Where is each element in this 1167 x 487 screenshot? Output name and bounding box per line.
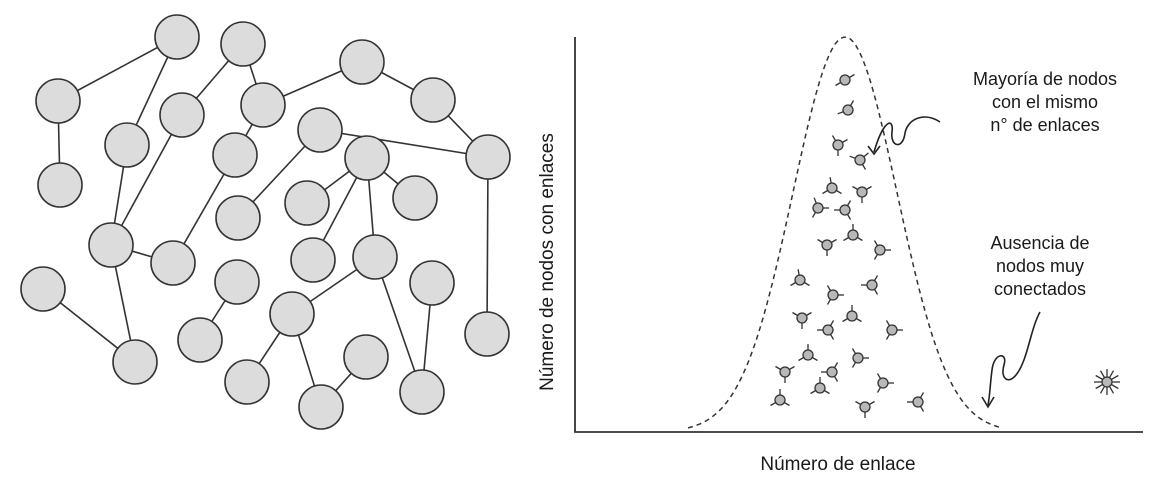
small-node bbox=[790, 269, 810, 287]
network-node bbox=[212, 132, 258, 178]
small-node bbox=[798, 344, 818, 362]
small-node bbox=[861, 275, 879, 295]
small-node bbox=[834, 200, 852, 220]
network-node bbox=[269, 291, 315, 337]
network-node bbox=[392, 175, 438, 221]
network-node bbox=[343, 334, 389, 380]
network-node bbox=[465, 134, 511, 180]
small-node bbox=[842, 305, 862, 323]
small-node bbox=[792, 311, 812, 329]
small-node bbox=[817, 320, 835, 340]
arrow-squiggle-bottom bbox=[987, 311, 1041, 406]
small-node bbox=[876, 373, 894, 393]
network-node bbox=[409, 260, 455, 306]
network-node bbox=[37, 162, 83, 208]
plot-axes bbox=[574, 37, 1143, 433]
network-edge bbox=[486, 156, 489, 335]
annotation-bottom-line-2: nodos muy bbox=[996, 256, 1084, 276]
small-node bbox=[907, 392, 925, 412]
network-node bbox=[297, 107, 343, 153]
network-node bbox=[399, 369, 445, 415]
network-node bbox=[220, 21, 266, 67]
network-node bbox=[298, 384, 344, 430]
small-node bbox=[770, 389, 790, 407]
network-node bbox=[214, 259, 260, 305]
network-node bbox=[339, 39, 385, 85]
annotation-top-line-2: con el mismo bbox=[992, 92, 1098, 112]
network-node bbox=[88, 222, 134, 268]
network-node bbox=[104, 122, 150, 168]
small-node bbox=[822, 177, 842, 195]
network-node bbox=[177, 317, 223, 363]
annotation-top-line-1: Mayoría de nodos bbox=[973, 69, 1117, 89]
network-node bbox=[35, 78, 81, 124]
network-node bbox=[290, 237, 336, 283]
small-node bbox=[843, 224, 863, 242]
x-axis-label: Número de enlace bbox=[760, 454, 915, 475]
small-node bbox=[775, 365, 795, 383]
network-edge bbox=[110, 114, 183, 246]
distribution-plot: Número de nodos con enlaces Número de en… bbox=[537, 36, 1143, 475]
network-node bbox=[224, 359, 270, 405]
small-node bbox=[885, 320, 903, 340]
small-node bbox=[855, 400, 875, 418]
small-node bbox=[852, 185, 872, 203]
annotation-top-line-3: n° de enlaces bbox=[990, 115, 1099, 135]
network-nodes bbox=[20, 14, 511, 430]
network-edge bbox=[374, 256, 423, 393]
small-node bbox=[810, 377, 830, 395]
annotation-bottom-line-3: conectados bbox=[994, 279, 1086, 299]
small-nodes bbox=[770, 73, 925, 418]
network-node bbox=[240, 82, 286, 128]
small-node bbox=[873, 240, 891, 260]
network-node bbox=[150, 240, 196, 286]
small-node bbox=[817, 238, 837, 256]
annotation-bottom-line-1: Ausencia de bbox=[990, 233, 1089, 253]
small-node bbox=[849, 152, 869, 170]
network-node bbox=[344, 135, 390, 181]
small-node bbox=[851, 348, 869, 368]
bell-curve bbox=[687, 36, 1001, 429]
small-node bbox=[811, 197, 829, 218]
arrow-squiggle-top bbox=[873, 116, 941, 153]
network-node bbox=[20, 266, 66, 312]
small-node bbox=[831, 135, 848, 156]
arrowhead-top bbox=[867, 145, 881, 156]
small-node bbox=[821, 362, 839, 382]
small-node bbox=[835, 73, 855, 87]
small-node bbox=[826, 285, 844, 305]
y-axis-label: Número de nodos con enlaces bbox=[537, 133, 558, 391]
arrowhead-bottom bbox=[981, 396, 995, 409]
small-node bbox=[837, 100, 855, 116]
network-edge bbox=[319, 129, 489, 158]
network-node bbox=[410, 77, 456, 123]
network-node bbox=[284, 180, 330, 226]
network-node bbox=[159, 92, 205, 138]
network-node bbox=[112, 339, 158, 385]
network-node bbox=[352, 234, 398, 280]
outlier-hub-node bbox=[1094, 369, 1120, 395]
network-node bbox=[215, 195, 261, 241]
network-node bbox=[464, 311, 510, 357]
network-node bbox=[154, 14, 200, 60]
